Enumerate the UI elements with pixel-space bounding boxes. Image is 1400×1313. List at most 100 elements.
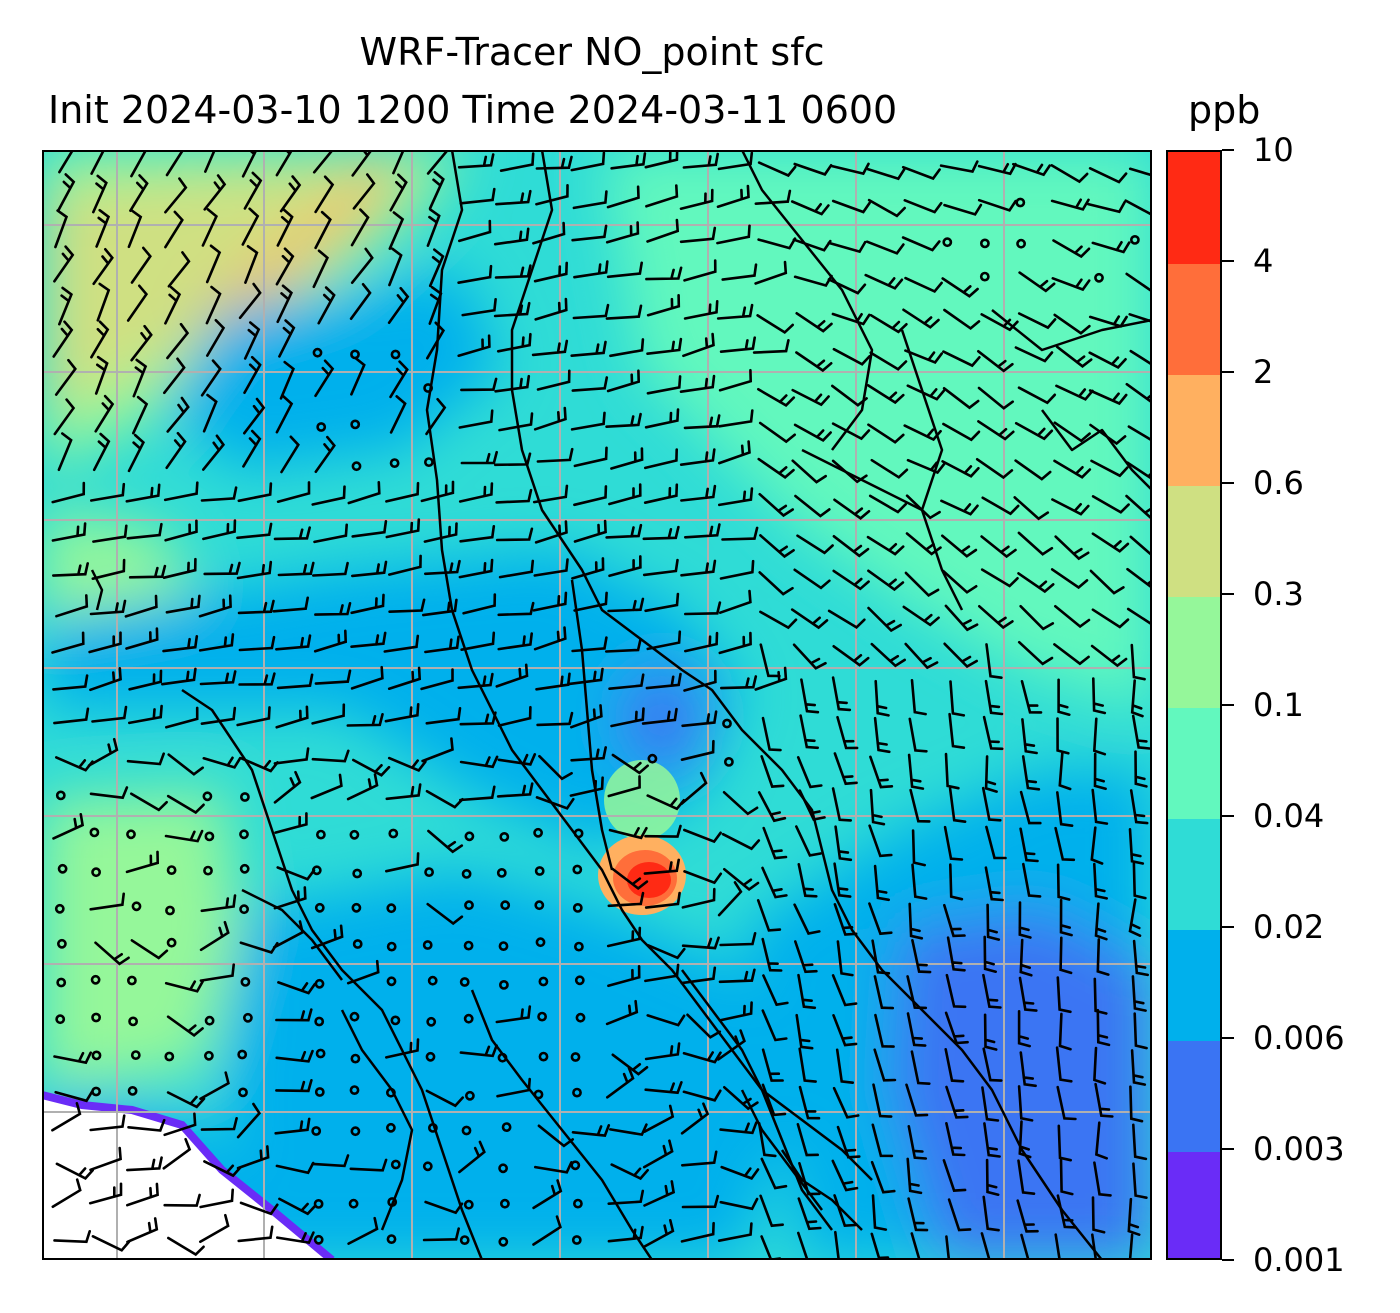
wind-barb [533, 261, 568, 283]
wind-barb [605, 412, 642, 428]
calm-marker [427, 1123, 438, 1133]
calm-marker [464, 900, 474, 911]
wind-barb [827, 609, 866, 630]
wind-barb [203, 561, 241, 576]
wind-barb [904, 349, 943, 364]
wind-barb [866, 535, 905, 556]
wind-barb [275, 1049, 314, 1063]
wind-barb [1130, 679, 1144, 718]
wind-barb [948, 712, 966, 749]
wind-barb [1017, 531, 1054, 556]
wind-barb [721, 832, 761, 851]
calm-marker [980, 238, 990, 249]
wind-barb [1093, 752, 1107, 791]
wind-barb [834, 825, 853, 862]
wind-barb [903, 199, 943, 214]
calm-marker [350, 419, 361, 430]
wind-barb [870, 1160, 896, 1194]
wind-barb [1091, 532, 1130, 553]
calm-marker [575, 1012, 586, 1023]
wind-barb [91, 558, 126, 580]
wind-barb [311, 1154, 350, 1168]
wind-barb [53, 1230, 91, 1244]
wind-barb [832, 347, 871, 366]
wind-barb [1091, 495, 1130, 514]
wind-barb [907, 1125, 928, 1160]
wind-barb [1131, 975, 1147, 1012]
wind-barb [96, 282, 111, 322]
wind-barb [1016, 1199, 1039, 1233]
wind-barb [572, 303, 610, 320]
wind-barb [461, 298, 497, 317]
wind-barb [717, 1029, 746, 1061]
wind-barb [161, 667, 197, 686]
wind-barb [831, 974, 858, 1007]
wind-barb [243, 355, 262, 395]
wind-barb [351, 560, 388, 578]
wind-barb [457, 672, 494, 690]
wind-barb [981, 496, 1020, 516]
wind-barb [94, 355, 109, 395]
wind-barb [52, 562, 89, 577]
wind-barb [942, 422, 981, 442]
wind-barb [458, 1140, 486, 1174]
wind-barb [130, 792, 168, 812]
wind-barb [1091, 1233, 1098, 1260]
wind-barb [867, 423, 905, 444]
wind-barb [425, 707, 462, 725]
wind-barb [1094, 1082, 1114, 1118]
wind-barb [757, 457, 795, 479]
calm-marker [459, 977, 470, 987]
wind-barb [428, 285, 443, 325]
wind-barb [273, 526, 311, 541]
wind-barb [980, 1232, 991, 1260]
wind-barb [275, 634, 312, 651]
wind-barb [346, 959, 380, 985]
wind-barb [88, 631, 122, 654]
missing-edge [42, 1091, 335, 1260]
wind-barb [941, 460, 980, 478]
wind-barb [314, 602, 352, 616]
wind-barb [236, 522, 273, 540]
colorbar-tick-label: 0.003 [1253, 1130, 1345, 1168]
wind-barb [719, 1121, 758, 1135]
wind-barb [906, 458, 946, 475]
calm-marker [315, 1048, 326, 1059]
wind-barb [1093, 862, 1108, 900]
wind-barb [716, 184, 750, 208]
calm-marker [311, 1126, 322, 1136]
wind-barb [609, 338, 645, 358]
wind-barb [798, 1162, 821, 1196]
calm-marker [202, 791, 213, 802]
calm-marker [498, 941, 509, 951]
wind-barb [200, 894, 237, 913]
wind-barb [92, 524, 128, 543]
wind-barb [832, 569, 870, 591]
colorbar-segment [1168, 1151, 1220, 1258]
wind-barb [1053, 313, 1091, 335]
wind-barb [347, 1216, 379, 1245]
wind-barb [460, 377, 498, 392]
wind-barb [570, 411, 606, 431]
wind-barb [867, 198, 906, 218]
wind-barb [681, 1194, 720, 1209]
colorbar-tick-label: 0.006 [1253, 1019, 1345, 1057]
wind-barb [273, 747, 310, 765]
wind-barb [762, 826, 788, 860]
wind-barb [350, 247, 374, 284]
wind-barb [831, 384, 868, 407]
calm-marker [498, 1236, 509, 1247]
wind-barb [686, 1013, 722, 1039]
colorbar-tick [1222, 926, 1234, 928]
wind-barb [1096, 938, 1110, 976]
wind-barb [243, 397, 266, 435]
wind-barb [1090, 826, 1104, 865]
wind-barb [273, 770, 302, 804]
wind-barb [203, 174, 227, 211]
wind-barb [275, 1161, 315, 1175]
wind-barb [795, 312, 833, 333]
wind-barb [643, 858, 680, 875]
wind-barb [642, 525, 680, 541]
wind-barb [761, 937, 783, 972]
wind-barb [494, 374, 531, 393]
